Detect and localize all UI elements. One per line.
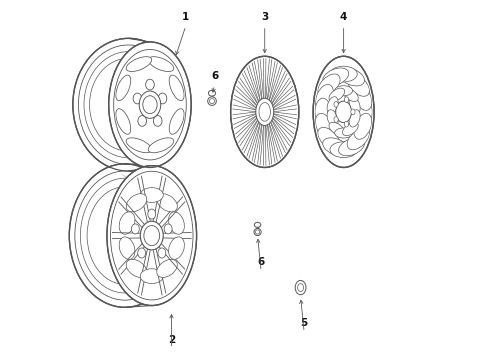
Ellipse shape: [335, 128, 353, 138]
Ellipse shape: [344, 97, 349, 103]
Ellipse shape: [126, 194, 147, 212]
Ellipse shape: [116, 75, 131, 101]
Ellipse shape: [327, 97, 338, 114]
Ellipse shape: [169, 237, 184, 259]
Ellipse shape: [148, 138, 174, 153]
Ellipse shape: [119, 237, 135, 259]
Text: 6: 6: [258, 257, 265, 267]
Ellipse shape: [138, 248, 146, 258]
Ellipse shape: [343, 88, 358, 102]
Ellipse shape: [138, 116, 147, 126]
Ellipse shape: [339, 138, 365, 156]
Ellipse shape: [126, 57, 152, 72]
Ellipse shape: [164, 224, 172, 234]
Ellipse shape: [126, 138, 152, 153]
Ellipse shape: [351, 109, 355, 115]
Ellipse shape: [339, 68, 365, 86]
Ellipse shape: [330, 66, 357, 82]
Ellipse shape: [347, 74, 369, 96]
Ellipse shape: [139, 91, 161, 118]
Text: 2: 2: [168, 334, 175, 345]
Ellipse shape: [316, 85, 333, 111]
Ellipse shape: [158, 248, 166, 258]
Ellipse shape: [329, 122, 344, 136]
Ellipse shape: [254, 222, 261, 227]
Ellipse shape: [157, 194, 177, 212]
Ellipse shape: [318, 74, 340, 96]
Ellipse shape: [254, 228, 261, 235]
Ellipse shape: [318, 127, 340, 150]
Ellipse shape: [116, 109, 131, 134]
Ellipse shape: [69, 164, 180, 307]
Ellipse shape: [157, 259, 177, 278]
Ellipse shape: [329, 88, 344, 102]
Ellipse shape: [316, 113, 333, 139]
Ellipse shape: [146, 79, 154, 90]
Ellipse shape: [334, 102, 338, 107]
Ellipse shape: [330, 142, 357, 158]
Ellipse shape: [295, 280, 306, 295]
Ellipse shape: [334, 117, 338, 122]
Ellipse shape: [256, 98, 274, 126]
Ellipse shape: [131, 224, 139, 234]
Text: 6: 6: [211, 71, 218, 81]
Ellipse shape: [133, 93, 142, 104]
Ellipse shape: [140, 269, 163, 284]
Ellipse shape: [169, 109, 184, 134]
Ellipse shape: [158, 93, 167, 104]
Ellipse shape: [119, 212, 135, 234]
Ellipse shape: [315, 98, 331, 126]
Ellipse shape: [140, 221, 163, 250]
Ellipse shape: [323, 68, 348, 86]
Ellipse shape: [148, 57, 174, 72]
Ellipse shape: [109, 42, 191, 167]
Ellipse shape: [140, 188, 163, 202]
Ellipse shape: [231, 56, 299, 167]
Ellipse shape: [354, 113, 372, 139]
Text: 1: 1: [182, 12, 190, 22]
Ellipse shape: [323, 138, 348, 156]
Ellipse shape: [313, 56, 374, 167]
Ellipse shape: [153, 116, 162, 126]
Ellipse shape: [356, 98, 372, 126]
Ellipse shape: [107, 166, 196, 306]
Ellipse shape: [169, 75, 184, 101]
Ellipse shape: [354, 85, 372, 111]
Ellipse shape: [73, 39, 184, 171]
Ellipse shape: [349, 110, 360, 127]
Text: 3: 3: [261, 12, 269, 22]
Ellipse shape: [208, 97, 216, 105]
Ellipse shape: [169, 212, 184, 234]
Text: 4: 4: [340, 12, 347, 22]
Ellipse shape: [344, 121, 349, 127]
Ellipse shape: [343, 122, 358, 136]
Ellipse shape: [327, 110, 338, 127]
Ellipse shape: [347, 127, 369, 150]
Ellipse shape: [148, 209, 156, 219]
Text: 5: 5: [300, 319, 308, 328]
Ellipse shape: [349, 97, 360, 114]
Ellipse shape: [336, 101, 351, 123]
Ellipse shape: [126, 259, 147, 278]
Ellipse shape: [208, 90, 216, 96]
Ellipse shape: [335, 86, 353, 96]
